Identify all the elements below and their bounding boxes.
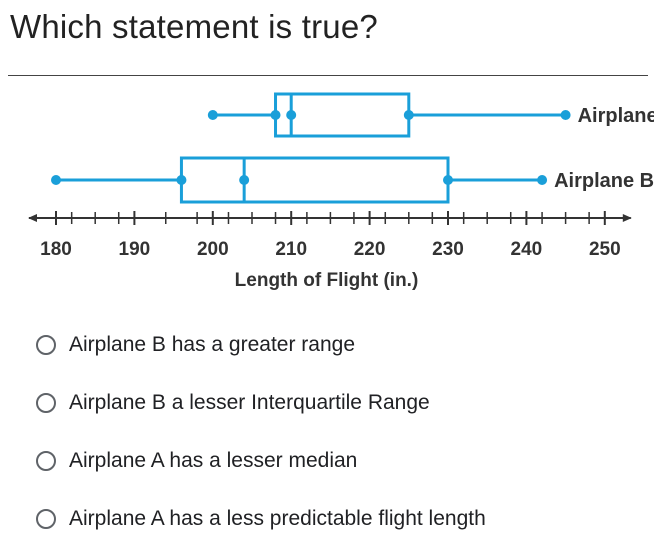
title-divider bbox=[8, 75, 648, 76]
x-axis-label: Length of Flight (in.) bbox=[235, 270, 419, 291]
tick-label: 190 bbox=[119, 239, 151, 260]
option-2[interactable]: Airplane B a lesser Interquartile Range bbox=[36, 391, 430, 415]
tick-label: 230 bbox=[432, 239, 464, 260]
data-point bbox=[560, 110, 571, 120]
tick-label: 240 bbox=[511, 239, 543, 260]
option-4[interactable]: Airplane A has a less predictable flight… bbox=[36, 507, 486, 531]
data-point bbox=[443, 175, 453, 185]
option-label: Airplane B a lesser Interquartile Range bbox=[69, 391, 430, 414]
data-point bbox=[537, 175, 548, 185]
box-plot-chart: 180 190 200 210 220 230 240 250 Length of Flight… bbox=[28, 92, 654, 291]
option-label: Airplane A has a lesser median bbox=[69, 449, 358, 472]
data-point bbox=[403, 110, 414, 120]
tick-label: 180 bbox=[40, 239, 72, 260]
data-point bbox=[270, 110, 281, 120]
question-title: Which statement is true? bbox=[10, 8, 378, 45]
tick-label: 200 bbox=[197, 239, 229, 260]
radio-button-icon[interactable] bbox=[36, 393, 56, 413]
tick-label: 210 bbox=[275, 239, 307, 260]
data-point bbox=[51, 175, 61, 185]
radio-button-icon[interactable] bbox=[36, 451, 56, 471]
right-arrow-icon bbox=[622, 214, 632, 222]
option-1[interactable]: Airplane B has a greater range bbox=[36, 333, 355, 357]
option-label: Airplane B has a greater range bbox=[69, 333, 356, 356]
radio-button-icon[interactable] bbox=[36, 509, 56, 529]
option-3[interactable]: Airplane A has a lesser median bbox=[36, 449, 357, 473]
left-arrow-icon bbox=[28, 214, 37, 222]
series-label: Airplane A bbox=[578, 105, 654, 127]
series-label: Airplane B bbox=[554, 170, 654, 192]
option-label: Airplane A has a less predictable flight… bbox=[69, 507, 486, 530]
data-point bbox=[286, 110, 297, 120]
data-point bbox=[239, 175, 250, 185]
iqr-box bbox=[179, 156, 450, 204]
tick-label: 220 bbox=[354, 239, 386, 260]
data-point bbox=[207, 110, 218, 120]
radio-button-icon[interactable] bbox=[36, 335, 56, 355]
data-point bbox=[176, 175, 187, 185]
tick-label: 250 bbox=[589, 239, 621, 260]
